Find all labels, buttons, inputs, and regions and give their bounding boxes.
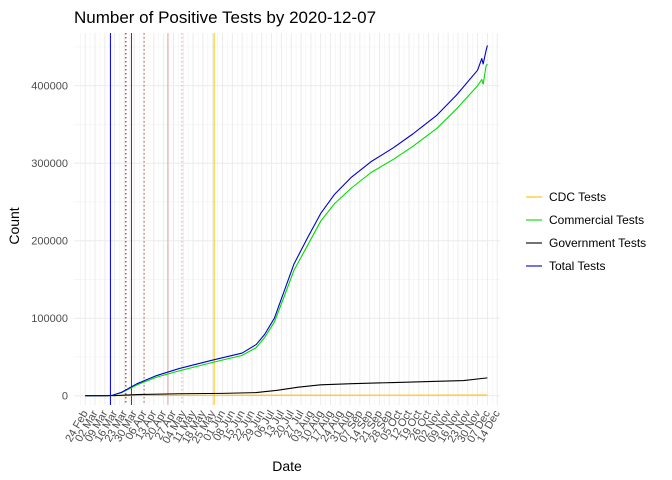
series-line-government-tests: [85, 377, 488, 397]
chart-title: Number of Positive Tests by 2020-12-07: [74, 8, 376, 27]
y-tick-label: 300000: [31, 158, 68, 170]
event-lines: [109, 33, 215, 405]
legend-label: Government Tests: [549, 236, 646, 250]
y-axis-label: Count: [6, 207, 22, 244]
series-line-cdc-tests: [85, 394, 488, 397]
y-tick-labels: 0 100000 200000 300000 400000: [31, 81, 68, 403]
legend-label: CDC Tests: [549, 190, 606, 204]
y-tick-label: 400000: [31, 81, 68, 93]
x-axis-label: Date: [272, 458, 302, 474]
legend: CDC Tests Commercial Tests Government Test…: [526, 190, 646, 273]
major-gridlines: [74, 33, 500, 405]
series-line-commercial-tests: [85, 63, 488, 397]
series-lines: [85, 45, 488, 397]
minor-gridlines: [74, 33, 500, 405]
legend-label: Commercial Tests: [549, 213, 644, 227]
y-tick-label: 100000: [31, 313, 68, 325]
legend-label: Total Tests: [549, 259, 605, 273]
y-tick-label: 200000: [31, 236, 68, 248]
series-line-total-tests: [85, 45, 488, 397]
y-tick-label: 0: [62, 391, 68, 403]
